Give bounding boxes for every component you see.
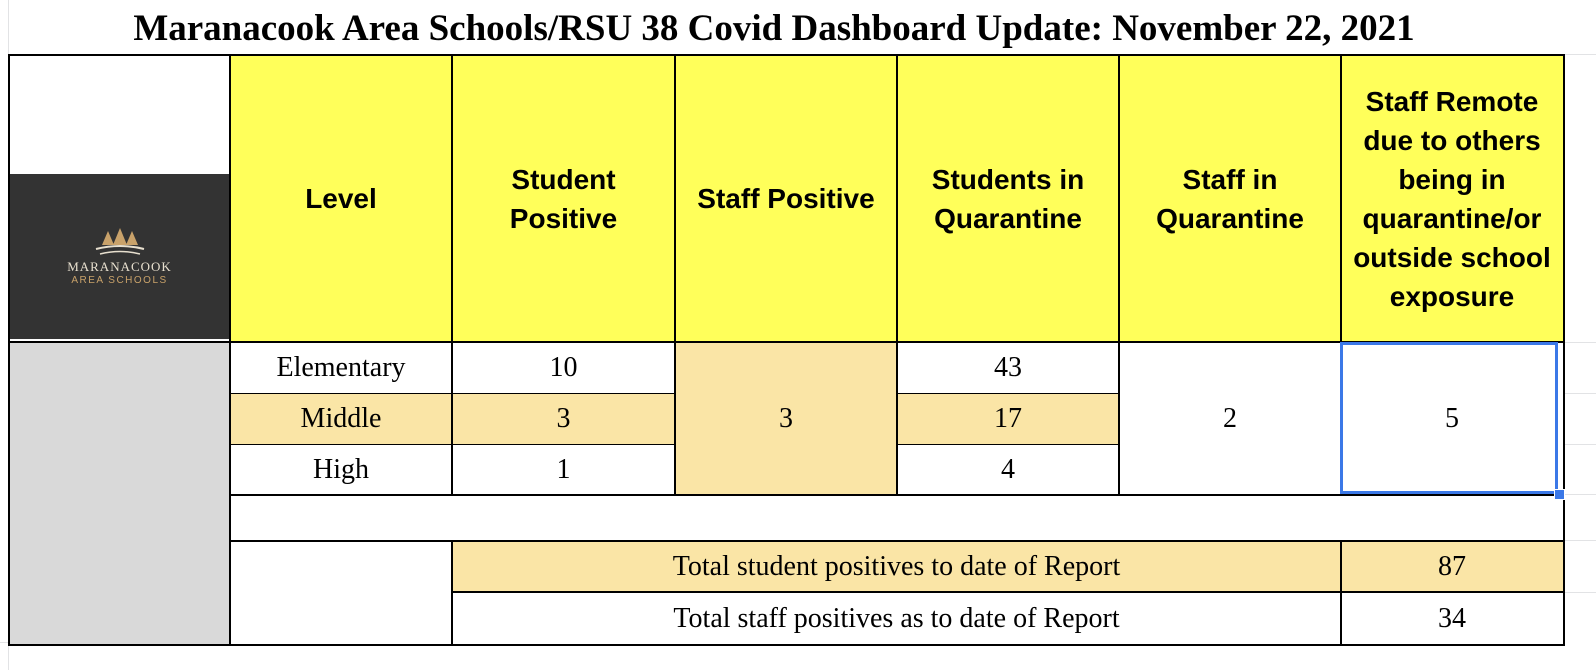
- header-students-quarantine[interactable]: Students in Quarantine: [897, 56, 1119, 341]
- table-border: [8, 341, 1565, 343]
- row-elementary-student-positive[interactable]: 10: [452, 343, 675, 393]
- row-middle-students-quarantine[interactable]: 17: [897, 394, 1119, 444]
- table-border: [1340, 540, 1342, 646]
- total-staff-positives-label[interactable]: Total staff positives as to date of Repo…: [452, 593, 1341, 644]
- table-border: [451, 591, 1565, 593]
- grid-row-line: [1540, 592, 1596, 593]
- grid-row-line: [1540, 342, 1596, 343]
- spacer-row[interactable]: [230, 495, 1563, 540]
- table-border: [229, 54, 231, 646]
- row-elementary-students-quarantine[interactable]: 43: [897, 343, 1119, 393]
- table-border: [674, 54, 676, 496]
- header-level-label: Level: [305, 183, 377, 214]
- merged-staff-positive[interactable]: 3: [675, 343, 897, 494]
- totals-blank-cell[interactable]: [230, 542, 452, 644]
- merged-staff-remote[interactable]: 5: [1341, 343, 1563, 494]
- row-middle-student-positive[interactable]: 3: [452, 394, 675, 444]
- table-border: [8, 644, 1565, 646]
- header-staff-positive-label: Staff Positive: [697, 183, 875, 214]
- logo-name: MARANACOOK: [67, 259, 172, 274]
- merged-staff-quarantine[interactable]: 2: [1119, 343, 1341, 494]
- row-high-students-quarantine[interactable]: 4: [897, 445, 1119, 494]
- cell-selection-outline: [1340, 342, 1558, 494]
- table-border: [451, 54, 453, 496]
- header-staff-quarantine[interactable]: Staff in Quarantine: [1119, 56, 1341, 341]
- logo-subtitle: AREA SCHOOLS: [71, 275, 168, 286]
- table-border: [1118, 54, 1120, 496]
- header-staff-positive[interactable]: Staff Positive: [675, 56, 897, 341]
- total-staff-positives-value[interactable]: 34: [1341, 593, 1563, 644]
- table-border: [1340, 54, 1342, 496]
- total-student-positives-value[interactable]: 87: [1341, 542, 1563, 591]
- grid-row-line: [1540, 494, 1596, 495]
- school-logo: MARANACOOK AREA SCHOOLS: [10, 174, 229, 339]
- header-staff-quarantine-label: Staff in Quarantine: [1156, 163, 1304, 234]
- dashboard-title: Maranacook Area Schools/RSU 38 Covid Das…: [133, 7, 1415, 49]
- table-border: [8, 54, 10, 646]
- row-high-level[interactable]: High: [230, 445, 452, 494]
- table-border: [1563, 54, 1565, 646]
- pine-trees-icon: [95, 228, 144, 255]
- header-students-quarantine-label: Students in Quarantine: [931, 163, 1085, 234]
- grid-row-line: [1540, 444, 1596, 445]
- side-gray-cell[interactable]: [10, 341, 229, 644]
- grid-row-line: [1540, 540, 1596, 541]
- table-border: [8, 54, 1565, 56]
- table-border: [896, 393, 1120, 394]
- fill-handle[interactable]: [1554, 489, 1565, 500]
- total-student-positives-label[interactable]: Total student positives to date of Repor…: [452, 542, 1341, 591]
- table-border: [896, 444, 1120, 445]
- table-border: [896, 54, 898, 496]
- grid-row-line: [1540, 393, 1596, 394]
- logo-cell-top[interactable]: [10, 56, 229, 174]
- row-elementary-level[interactable]: Elementary: [230, 343, 452, 393]
- header-student-positive-label: Student Positive: [509, 163, 618, 234]
- header-staff-remote[interactable]: Staff Remote due to others being in quar…: [1341, 56, 1563, 341]
- grid-row-line: [1540, 54, 1596, 55]
- row-middle-level[interactable]: Middle: [230, 394, 452, 444]
- row-high-student-positive[interactable]: 1: [452, 445, 675, 494]
- header-student-positive[interactable]: Student Positive: [452, 56, 675, 341]
- table-border: [229, 540, 1565, 542]
- table-border: [451, 540, 453, 646]
- header-level[interactable]: Level: [230, 56, 452, 341]
- header-staff-remote-label: Staff Remote due to others being in quar…: [1353, 85, 1551, 312]
